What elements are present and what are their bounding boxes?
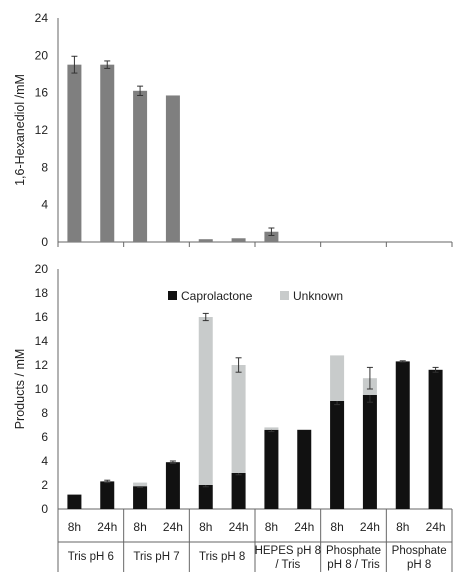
x-tick-label: 24h xyxy=(97,520,117,534)
group-label-line: / Tris xyxy=(275,559,300,571)
bar-unknown xyxy=(198,317,213,485)
top-y-axis-label: 1,6-Hexanediol /mM xyxy=(13,74,27,186)
x-tick-label: 8h xyxy=(396,520,409,534)
error-bar-unknown xyxy=(366,366,373,390)
x-tick-label: 8h xyxy=(68,520,81,534)
bottom-y-tick-label: 12 xyxy=(35,358,49,372)
bar-caprolactone xyxy=(264,429,279,509)
x-tick-label: 8h xyxy=(199,520,212,534)
bottom-y-ticks: 0 2 4 6 8 10 12 14 16 18 20 xyxy=(35,262,49,516)
top-y-tick-label: 12 xyxy=(35,123,49,137)
bottom-y-tick-label: 16 xyxy=(35,310,49,324)
top-bar xyxy=(100,64,115,243)
x-tick-label: 24h xyxy=(163,520,183,534)
bar-caprolactone xyxy=(428,369,443,509)
legend-label: Unknown xyxy=(293,289,343,303)
bar-caprolactone xyxy=(330,401,345,509)
group-label-line: pH 8 xyxy=(407,559,431,571)
bar-caprolactone xyxy=(231,473,246,509)
top-y-tick-label: 24 xyxy=(35,11,49,25)
legend-swatch xyxy=(280,291,289,300)
x-tick-label: 24h xyxy=(229,520,249,534)
error-bar-unknown xyxy=(235,357,242,373)
top-error-bar xyxy=(104,60,111,69)
group-label: Phosphate pH 8 / Tris xyxy=(326,545,381,571)
bar-unknown xyxy=(231,365,246,473)
group-label-line: Tris pH 6 xyxy=(68,551,114,563)
bar-caprolactone xyxy=(133,486,148,509)
bottom-y-tick-label: 4 xyxy=(41,454,48,468)
group-label: Tris pH 7 xyxy=(133,551,179,563)
bottom-y-axis-label: Products / mM xyxy=(13,349,27,430)
bottom-y-tick-label: 18 xyxy=(35,286,49,300)
bottom-y-tick-label: 6 xyxy=(41,430,48,444)
bottom-bars xyxy=(67,312,443,509)
bar-caprolactone xyxy=(165,462,180,509)
error-bar-unknown xyxy=(202,312,209,322)
top-y-tick-label: 8 xyxy=(41,160,48,174)
bar-caprolactone xyxy=(198,485,213,509)
top-error-bar xyxy=(268,227,275,236)
legend-swatch xyxy=(168,291,177,300)
bar-unknown xyxy=(264,427,279,430)
group-label-line: Phosphate xyxy=(326,545,381,557)
top-bar xyxy=(231,238,246,242)
x-tick-label: 24h xyxy=(294,520,314,534)
group-label-line: HEPES pH 8 xyxy=(255,545,321,557)
top-y-tick-label: 0 xyxy=(41,235,48,249)
group-label-line: pH 8 / Tris xyxy=(327,559,380,571)
bar-unknown xyxy=(330,355,345,401)
bottom-chart: Products / mM 0 2 4 6 8 10 12 14 16 18 20 8h 24h 8h 2… xyxy=(13,262,453,572)
bar-caprolactone xyxy=(297,429,312,509)
top-y-tick-label: 4 xyxy=(41,198,48,212)
group-label: HEPES pH 8 / Tris xyxy=(255,545,321,571)
top-bar xyxy=(67,64,82,243)
top-bar xyxy=(133,90,148,242)
error-bar-caprolactone xyxy=(104,479,111,484)
bottom-y-tick-label: 2 xyxy=(41,478,48,492)
error-bar-caprolactone xyxy=(432,366,439,373)
bar-caprolactone xyxy=(362,395,377,509)
x-tick-label: 24h xyxy=(426,520,446,534)
top-bars xyxy=(67,55,279,243)
legend: Caprolactone Unknown xyxy=(168,289,343,303)
bottom-y-tick-label: 10 xyxy=(35,382,49,396)
bottom-y-tick-label: 8 xyxy=(41,406,48,420)
top-error-bar xyxy=(137,85,144,96)
top-y-ticks: 0 4 8 12 16 20 24 xyxy=(35,11,49,249)
group-label: Tris pH 8 xyxy=(199,551,245,563)
group-label: Tris pH 6 xyxy=(68,551,114,563)
top-y-tick-label: 16 xyxy=(35,86,49,100)
group-label: Phosphate pH 8 xyxy=(392,545,447,571)
x-tick-label: 8h xyxy=(330,520,343,534)
bottom-x-tick-labels: 8h 24h 8h 24h 8h 24h 8h 24h 8h 24h 8h 24h xyxy=(68,520,446,534)
top-error-bar xyxy=(71,55,78,74)
bottom-y-tick-label: 14 xyxy=(35,334,49,348)
bar-caprolactone xyxy=(67,494,82,509)
x-tick-label: 8h xyxy=(265,520,278,534)
error-bar-caprolactone xyxy=(169,460,176,464)
bar-caprolactone xyxy=(100,481,115,509)
bar-unknown xyxy=(133,482,148,487)
x-tick-label: 8h xyxy=(133,520,146,534)
top-y-tick-label: 20 xyxy=(35,48,49,62)
top-chart: 1,6-Hexanediol /mM 0 4 8 12 16 20 24 xyxy=(13,11,453,249)
top-bar xyxy=(198,239,213,242)
x-tick-label: 24h xyxy=(360,520,380,534)
bottom-group-labels: Tris pH 6 Tris pH 7 Tris pH 8 HEPES pH 8 / T… xyxy=(57,509,453,572)
legend-label: Caprolactone xyxy=(181,289,253,303)
bottom-y-tick-label: 0 xyxy=(41,502,48,516)
top-x-tick-marks xyxy=(57,242,453,247)
bar-caprolactone xyxy=(395,361,410,509)
bottom-y-tick-label: 20 xyxy=(35,262,49,276)
group-label-line: Tris pH 7 xyxy=(133,551,179,563)
error-bar-caprolactone xyxy=(399,360,406,363)
group-label-line: Phosphate xyxy=(392,545,447,557)
group-label-line: Tris pH 8 xyxy=(199,551,245,563)
top-bar xyxy=(264,231,279,242)
top-bar xyxy=(165,95,180,242)
